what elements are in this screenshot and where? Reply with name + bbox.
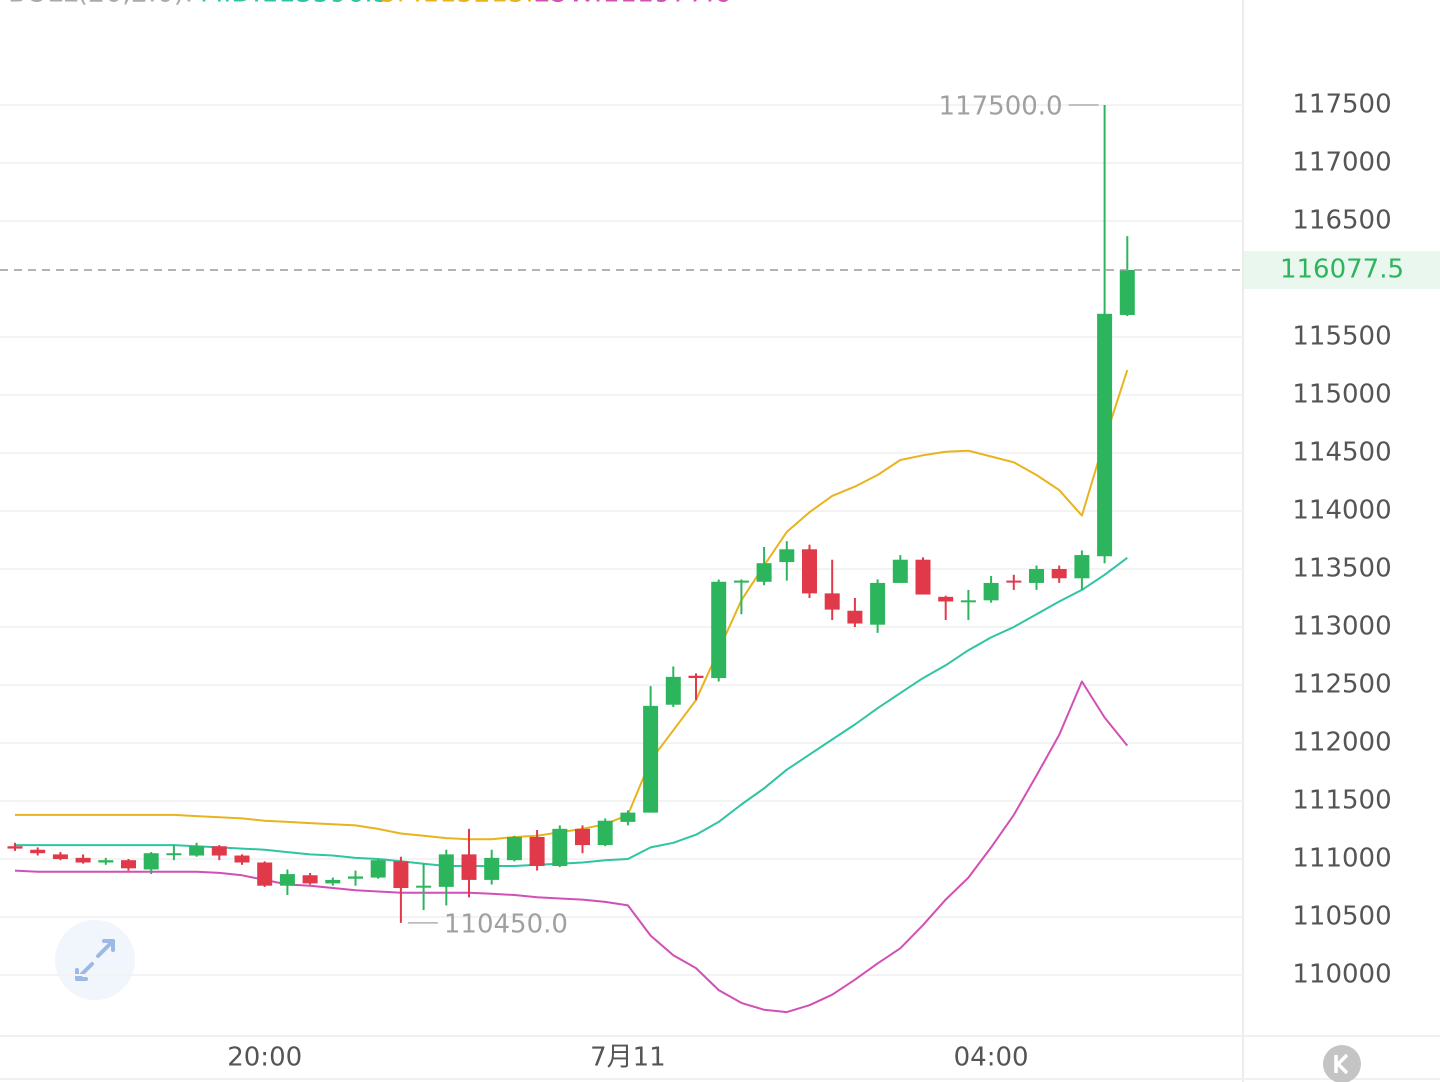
candle-body (597, 820, 613, 846)
candle-body (1051, 569, 1067, 579)
x-tick-label: 04:00 (954, 1043, 1029, 1073)
legend-label: UP:115215.1 (377, 0, 551, 9)
candle-body (98, 860, 114, 863)
candle-body (665, 676, 681, 705)
candle-body (756, 563, 772, 582)
expand-icon[interactable] (75, 939, 115, 981)
y-tick-label: 111500 (1292, 786, 1391, 816)
candle-body (983, 582, 999, 601)
boll-line (14, 680, 1129, 1014)
candle-body (257, 862, 273, 886)
candle-body (325, 879, 341, 884)
candle-body (779, 549, 795, 563)
candle-body (211, 846, 227, 856)
y-tick-label: 114000 (1292, 496, 1391, 526)
candle-body (915, 559, 931, 595)
y-tick-label: 114500 (1292, 438, 1391, 468)
candle-body (461, 854, 477, 880)
y-tick-label: 117000 (1292, 147, 1391, 177)
candle-body (370, 860, 386, 878)
x-tick-label: 20:00 (227, 1043, 302, 1073)
candle-body (1006, 580, 1022, 583)
candle-body (7, 846, 23, 849)
legend-label: LOW:111977.6 (533, 0, 731, 9)
y-tick-label: 117500 (1292, 89, 1391, 119)
y-tick-label: 110000 (1292, 960, 1391, 990)
candle-body (620, 812, 636, 822)
y-tick-label: 115500 (1292, 321, 1391, 351)
candle-body (484, 857, 500, 880)
candle-body (938, 596, 954, 602)
candle-body (1029, 569, 1044, 583)
candle-body (30, 849, 46, 854)
last-price-label: 116077.5 (1280, 255, 1404, 285)
candle-body (1074, 555, 1090, 579)
expand-button-bg[interactable] (55, 920, 135, 1000)
max-annotation-label: 117500.0 (939, 91, 1063, 121)
candle-body (189, 846, 205, 856)
indicator-label: BOLL(20,2.0): (8, 0, 193, 9)
candle-body (166, 853, 182, 856)
candle-body (824, 593, 840, 610)
candle-body (575, 828, 590, 846)
candle-body (847, 610, 863, 624)
k-logo (1323, 1045, 1361, 1082)
candle-body (1119, 270, 1135, 315)
candle-body (234, 855, 250, 863)
k-logo-mark (1334, 1053, 1349, 1075)
candle-body (960, 600, 976, 603)
y-tick-label: 113000 (1292, 612, 1391, 642)
y-tick-label: 111000 (1292, 844, 1391, 874)
legend-label: MID:113596.3 (200, 0, 390, 9)
candle-body (121, 860, 136, 869)
y-tick-label: 113500 (1292, 554, 1391, 584)
candle-body (506, 836, 522, 861)
candle-body (552, 828, 568, 866)
candle-body (302, 875, 318, 884)
candle-body (75, 857, 91, 863)
candle-body (393, 861, 409, 889)
candle-body (279, 874, 295, 886)
y-tick-label: 115000 (1292, 379, 1391, 409)
boll-line (15, 369, 1129, 841)
candle-body (802, 549, 817, 594)
candle-body (711, 581, 727, 679)
expand-button[interactable] (55, 920, 135, 1000)
candle-body (52, 854, 68, 860)
candle-body (1097, 313, 1113, 557)
k-logo-bg (1323, 1045, 1361, 1082)
candle-body (416, 885, 432, 888)
y-tick-label: 116500 (1292, 205, 1391, 235)
candle-body (438, 854, 454, 887)
candle-body (870, 582, 886, 625)
candle-body (688, 675, 704, 679)
candle-body (643, 705, 659, 813)
candle-body (733, 580, 749, 583)
candle-body (892, 559, 908, 583)
candle-body (529, 836, 545, 866)
y-tick-label: 110500 (1292, 902, 1391, 932)
y-tick-label: 112500 (1292, 670, 1391, 700)
y-tick-label: 112000 (1292, 728, 1391, 758)
candle-body (348, 876, 363, 879)
min-annotation-label: 110450.0 (444, 909, 568, 939)
x-tick-label: 7月11 (590, 1043, 666, 1073)
candle-body (143, 853, 159, 870)
last-price-box (1244, 251, 1440, 290)
